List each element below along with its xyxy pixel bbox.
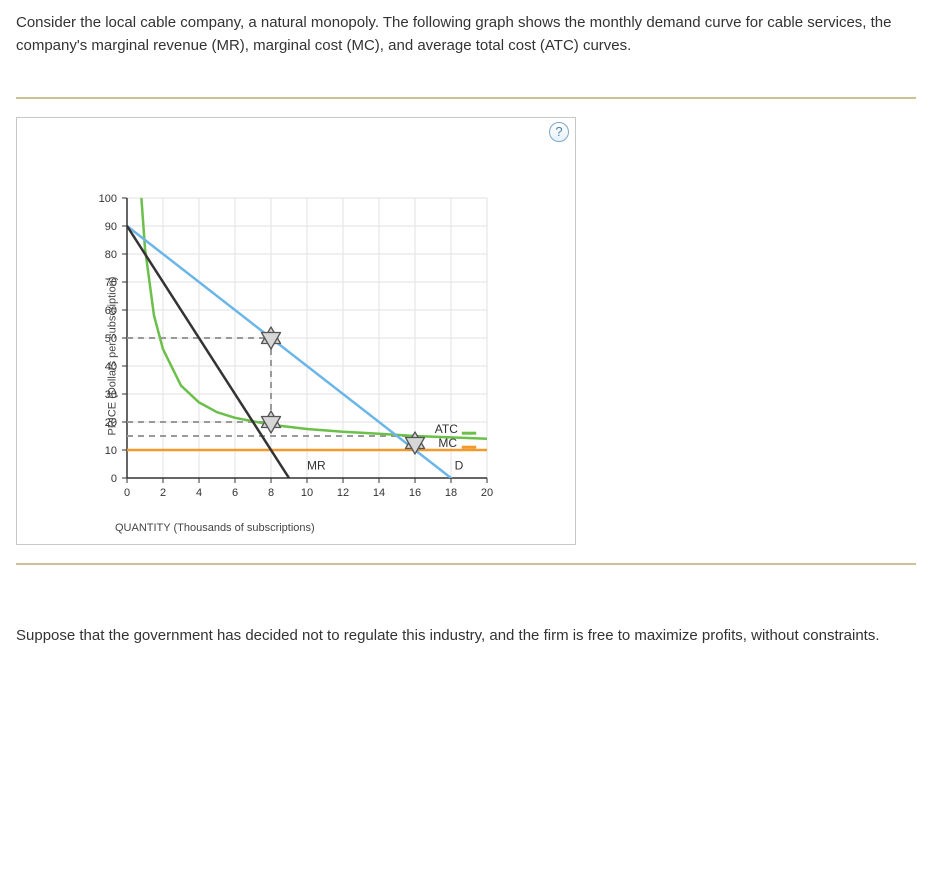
svg-text:20: 20 [481,487,493,499]
svg-text:6: 6 [232,487,238,499]
svg-text:MC: MC [438,436,457,450]
x-axis-label: QUANTITY (Thousands of subscriptions) [115,522,537,534]
svg-text:90: 90 [105,221,117,233]
divider-bottom [16,563,916,565]
svg-text:18: 18 [445,487,457,499]
svg-text:10: 10 [105,445,117,457]
svg-text:ATC: ATC [435,422,458,436]
help-icon[interactable]: ? [549,122,569,142]
svg-text:8: 8 [268,487,274,499]
svg-text:2: 2 [160,487,166,499]
svg-text:16: 16 [409,487,421,499]
svg-text:80: 80 [105,249,117,261]
chart-inner: PRICE (Dollars per subscription) 0 2 4 6 8 10… [57,178,537,534]
svg-text:0: 0 [124,487,130,499]
svg-text:100: 100 [99,193,117,205]
svg-text:D: D [455,459,464,473]
svg-text:4: 4 [196,487,202,499]
question-followup: Suppose that the government has decided … [16,625,916,648]
divider-top [16,97,916,99]
svg-text:MR: MR [307,459,326,473]
economics-chart: 024681012141618200102030405060708090100A… [57,178,497,518]
svg-text:0: 0 [111,473,117,485]
chart-container: ? PRICE (Dollars per subscription) 0 2 4 6 8… [16,117,576,545]
y-axis-label: PRICE (Dollars per subscription) [106,277,118,436]
question-intro: Consider the local cable company, a natu… [16,12,916,57]
svg-text:14: 14 [373,487,385,499]
svg-text:10: 10 [301,487,313,499]
svg-text:12: 12 [337,487,349,499]
